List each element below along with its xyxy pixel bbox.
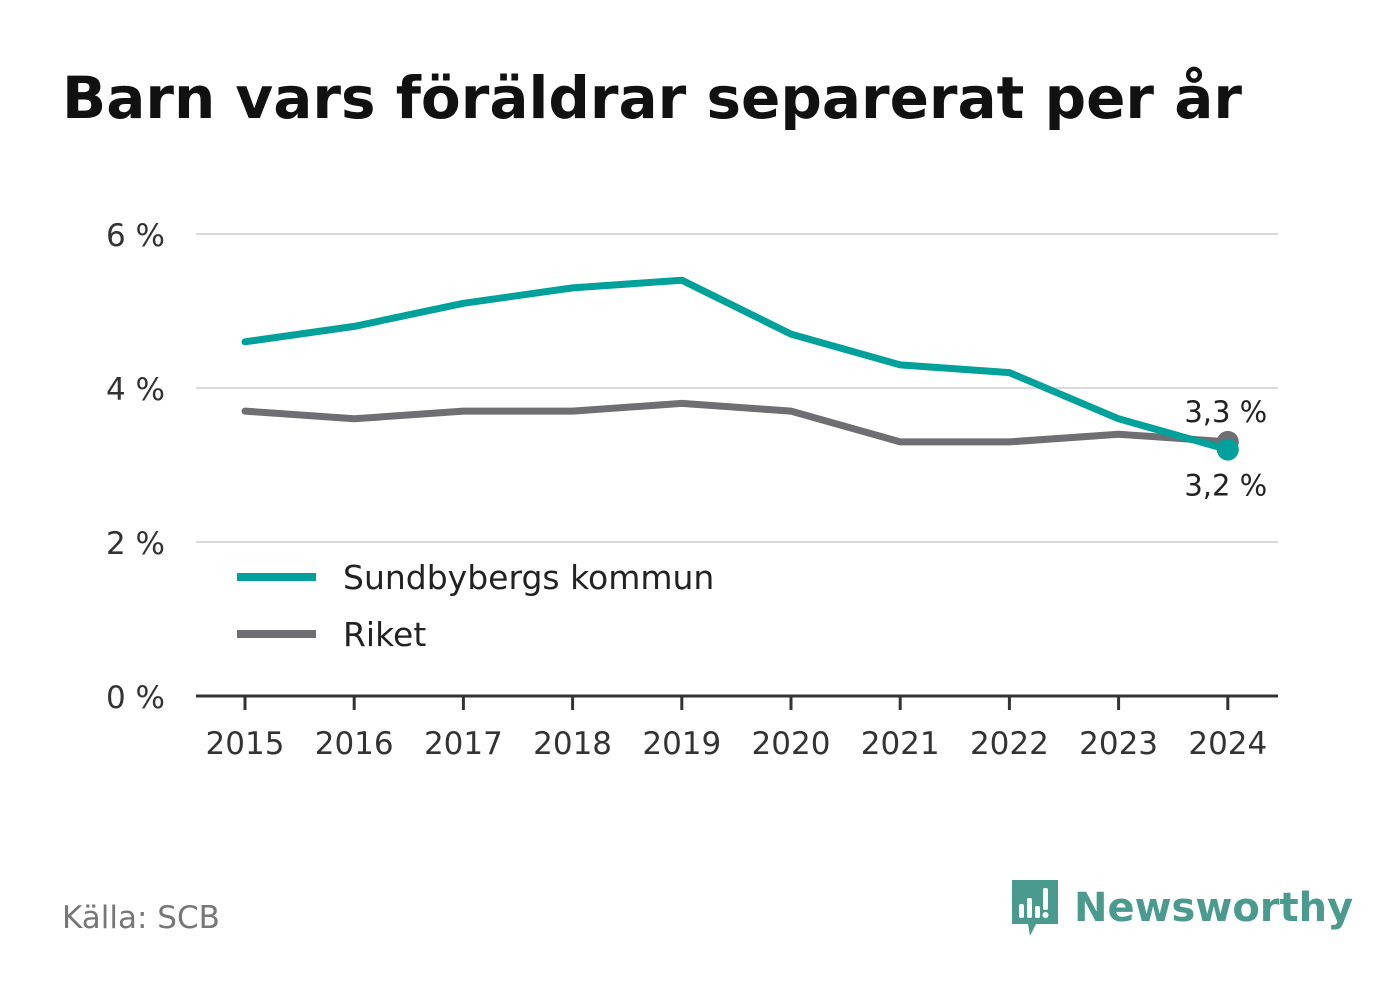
x-tick-label: 2015 — [206, 726, 285, 762]
brand-logo: Newsworthy — [1010, 878, 1353, 938]
legend: Sundbybergs kommun Riket — [237, 558, 714, 654]
legend-label: Sundbybergs kommun — [343, 558, 714, 597]
series-line-riket — [241, 399, 1232, 446]
brand-name: Newsworthy — [1074, 885, 1354, 931]
chart-title: Barn vars föräldrar separerat per år — [62, 64, 1242, 132]
y-tick-label: 6 % — [106, 218, 165, 254]
newsworthy-logo-icon — [1012, 880, 1058, 936]
y-axis-ticks: 0 % 2 % 4 % 6 % — [106, 218, 165, 716]
x-axis: 2015 2016 2017 2018 2019 2020 2021 2022 2023 2024 — [196, 694, 1278, 762]
x-tick-label: 2021 — [861, 726, 940, 762]
y-tick-label: 4 % — [106, 372, 165, 408]
series-lines — [241, 276, 1239, 461]
x-tick-label: 2017 — [424, 726, 503, 762]
x-tick-label: 2024 — [1188, 726, 1267, 762]
legend-label: Riket — [343, 615, 426, 654]
x-tick-label: 2018 — [533, 726, 612, 762]
y-tick-label: 0 % — [106, 680, 165, 716]
x-tick-label: 2022 — [970, 726, 1049, 762]
source-note: Källa: SCB — [62, 900, 220, 936]
x-tick-label: 2020 — [752, 726, 831, 762]
data-point — [1216, 438, 1239, 461]
y-tick-label: 2 % — [106, 526, 165, 562]
end-label-riket: 3,3 % — [1184, 395, 1267, 429]
end-label-sundbyberg: 3,2 % — [1184, 469, 1267, 503]
x-tick-label: 2023 — [1079, 726, 1158, 762]
x-tick-label: 2019 — [642, 726, 721, 762]
end-labels: 3,3 % 3,2 % — [1184, 395, 1267, 503]
gridlines — [196, 233, 1278, 543]
x-tick-label: 2016 — [315, 726, 394, 762]
series-line-sundbyberg — [241, 276, 1232, 454]
